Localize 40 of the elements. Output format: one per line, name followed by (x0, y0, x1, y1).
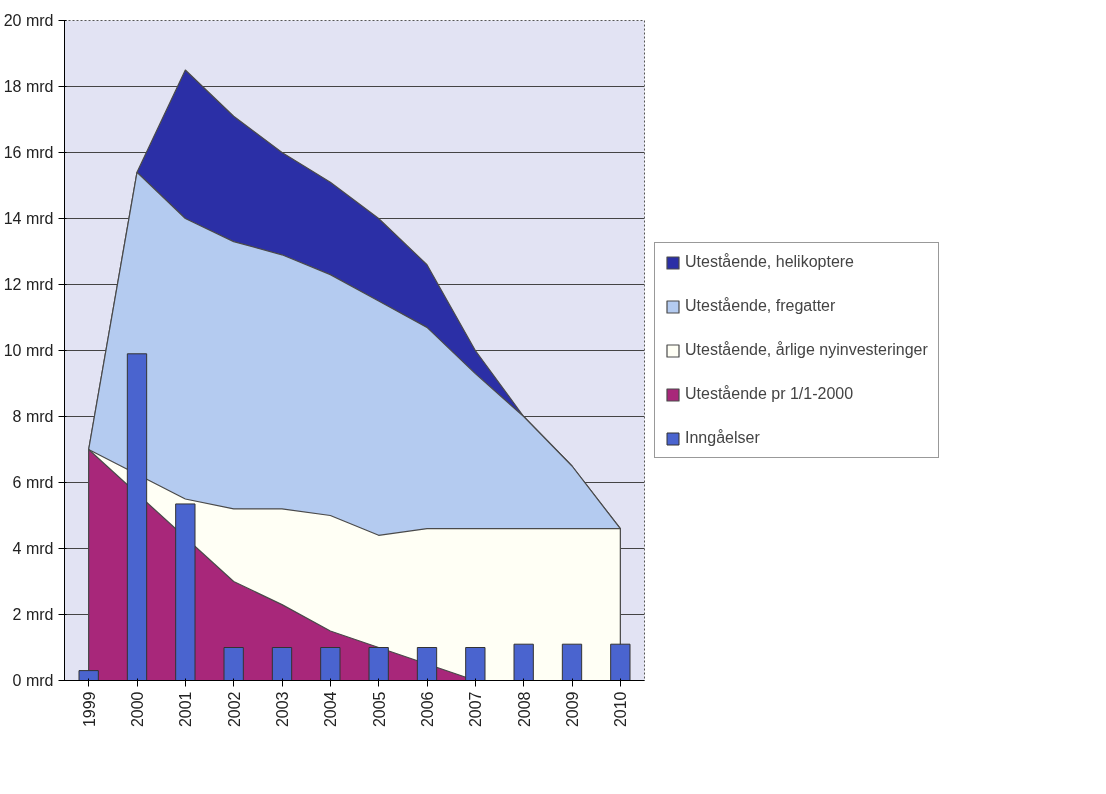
x-tick-label: 2001 (177, 691, 195, 728)
x-tick-label: 2010 (612, 691, 630, 728)
x-tick-label: 2006 (419, 691, 436, 728)
x-tick-label: 2004 (322, 691, 340, 728)
x-tick-label: 2007 (467, 691, 485, 728)
bar (610, 643, 631, 681)
bar (465, 647, 486, 681)
y-tick-label: 12 mrd (3, 276, 54, 293)
y-tick-label: 4 mrd (12, 540, 54, 557)
y-tick-label: 6 mrd (12, 474, 54, 491)
y-tick-label: 20 mrd (3, 12, 54, 29)
legend-label: Utestående, helikoptere (685, 253, 854, 271)
bar (271, 647, 293, 681)
legend-label: Utestående, årlige nyinvesteringer (685, 341, 928, 359)
x-tick-label: 2000 (129, 691, 146, 728)
x-tick-label: 2008 (515, 691, 533, 728)
y-tick-label: 18 mrd (3, 78, 54, 95)
legend-label: Inngåelser (685, 429, 760, 447)
bar (368, 647, 389, 681)
x-tick-label: 2002 (225, 691, 243, 728)
bar (561, 643, 583, 681)
bar (223, 647, 244, 681)
bar (126, 353, 148, 681)
bar (78, 670, 99, 681)
x-tick-label: 2003 (274, 691, 291, 728)
bar (320, 647, 341, 681)
bar (416, 647, 438, 681)
y-tick-label: 2 mrd (12, 606, 54, 623)
bar (513, 643, 534, 681)
y-tick-label: 0 mrd (12, 672, 54, 689)
y-tick-label: 10 mrd (3, 342, 54, 359)
x-tick-label: 1999 (80, 691, 98, 728)
y-tick-label: 16 mrd (3, 144, 54, 161)
legend-label: Utestående pr 1/1-2000 (685, 385, 854, 403)
bar (175, 503, 196, 681)
x-tick-label: 2005 (370, 691, 388, 728)
legend-label: Utestående, fregatter (685, 297, 836, 315)
y-tick-label: 8 mrd (12, 408, 54, 425)
y-tick-label: 14 mrd (3, 210, 54, 227)
x-tick-label: 2009 (564, 691, 581, 728)
